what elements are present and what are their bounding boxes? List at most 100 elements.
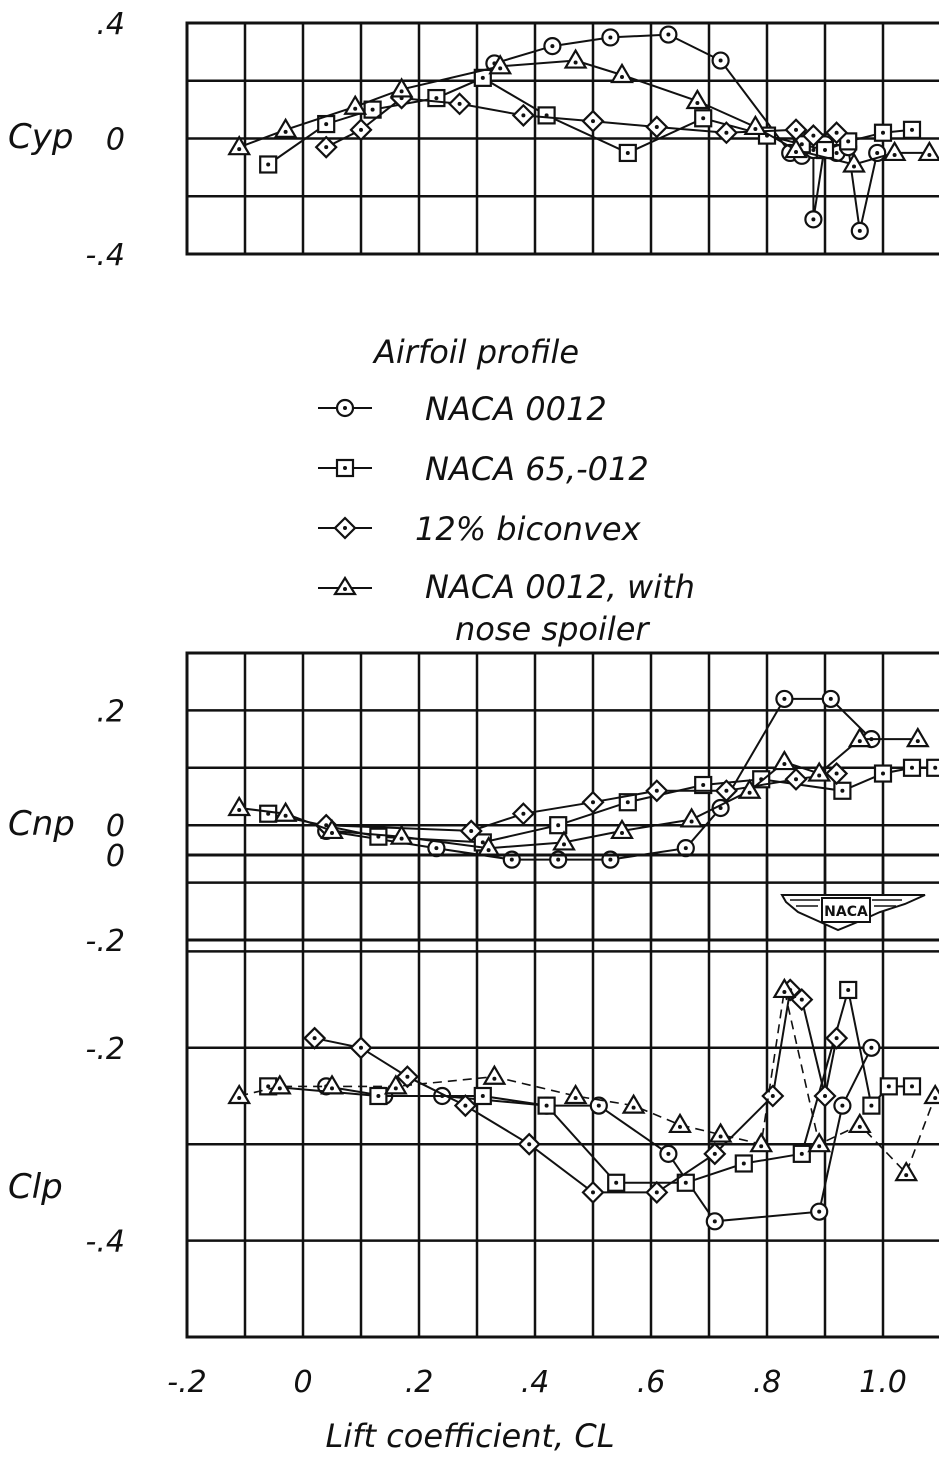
- data-point-triangle: [749, 1132, 774, 1153]
- data-point-triangle: [621, 1093, 646, 1114]
- data-point-center: [794, 127, 798, 132]
- data-point-center: [683, 846, 688, 851]
- data-point-center: [857, 228, 862, 233]
- series-naca-0012: [317, 1038, 881, 1231]
- naca-logo-badge: [821, 897, 871, 923]
- data-point-triangle: [273, 117, 298, 138]
- data-point-center: [712, 1219, 717, 1224]
- naca-logo-feather-lines: [790, 899, 902, 907]
- data-point-center: [823, 1094, 827, 1098]
- data-point-center: [741, 1161, 746, 1166]
- data-point-center: [480, 75, 485, 80]
- data-point-center: [620, 830, 624, 835]
- series-12-biconvex: [314, 761, 849, 843]
- data-point-triangle: [610, 62, 634, 84]
- data-point-center: [904, 1173, 909, 1178]
- data-point-center: [666, 1151, 671, 1156]
- data-point-center: [794, 777, 798, 782]
- data-point-triangle: [383, 1074, 408, 1095]
- data-point-center: [591, 119, 595, 124]
- y-tick-label: .2: [96, 694, 125, 729]
- data-point-triangle: [842, 152, 866, 173]
- data-point-center: [834, 130, 839, 135]
- data-point-center: [718, 805, 723, 810]
- data-point-triangle: [772, 977, 797, 999]
- data-point-center: [393, 1086, 398, 1091]
- data-point-center: [509, 857, 514, 862]
- data-point-center: [881, 130, 885, 135]
- data-point-center: [683, 1180, 688, 1185]
- data-point-center: [857, 1124, 862, 1129]
- data-point-triangle: [668, 1112, 692, 1134]
- legend-marker-square-dot: [343, 466, 347, 470]
- data-point-center: [910, 765, 914, 770]
- data-point-triangle: [320, 1074, 344, 1095]
- data-point-triangle: [847, 1112, 872, 1134]
- data-point-center: [799, 142, 804, 147]
- data-point-center: [237, 1096, 242, 1100]
- data-point-center: [747, 790, 752, 795]
- data-point-center: [469, 828, 474, 833]
- data-point-center: [782, 989, 787, 994]
- data-point-center: [266, 811, 271, 816]
- legend-marker-triangle: [333, 575, 357, 596]
- data-point-center: [631, 1105, 636, 1110]
- naca-logo-text: NACA: [824, 904, 868, 920]
- data-point-center: [910, 127, 914, 132]
- legend-marker-triangle-dot: [343, 587, 347, 591]
- data-point-triangle: [743, 114, 768, 136]
- data-point-triangle: [563, 48, 588, 69]
- data-point-center: [521, 113, 526, 118]
- y-tick-label: -.4: [86, 238, 125, 273]
- data-point-triangle: [807, 761, 832, 782]
- data-point-center: [666, 32, 671, 37]
- data-point-center: [910, 1084, 914, 1089]
- data-point-center: [834, 150, 839, 155]
- data-point-triangle: [923, 1083, 939, 1105]
- series-line-naca-0012-with-nose-spoiler: [239, 738, 918, 850]
- cyp-panel: .4 0 -.4 Cyp: [8, 7, 939, 273]
- data-point-center: [823, 148, 827, 153]
- data-point-center: [573, 60, 578, 65]
- data-point-center: [266, 1084, 271, 1089]
- data-point-center: [330, 1086, 334, 1091]
- legend-label-nose-spoiler-1: NACA 0012, with: [425, 568, 695, 606]
- data-point-center: [892, 152, 897, 157]
- data-point-triangle: [917, 140, 939, 162]
- data-point-center: [654, 788, 659, 793]
- data-point-center: [324, 122, 329, 127]
- data-point-center: [701, 783, 706, 788]
- data-point-center: [689, 819, 694, 824]
- data-point-center: [562, 842, 566, 847]
- data-point-center: [852, 164, 856, 169]
- data-point-center: [625, 150, 630, 155]
- y-tick-label: -.2: [86, 1032, 125, 1067]
- data-point-center: [933, 765, 938, 770]
- data-point-center: [869, 1045, 874, 1050]
- data-point-center: [759, 1144, 764, 1149]
- data-point-center: [399, 89, 404, 94]
- plot-frame: [185, 651, 939, 942]
- data-point-triangle: [807, 1132, 832, 1153]
- data-point-center: [544, 1103, 549, 1108]
- data-point-center: [654, 1190, 659, 1195]
- data-point-triangle: [679, 807, 704, 828]
- data-point-triangle: [482, 1064, 507, 1085]
- data-point-center: [550, 44, 555, 49]
- data-point-center: [405, 1074, 410, 1079]
- legend-label-naca-0012: NACA 0012: [425, 390, 607, 428]
- data-point-center: [701, 116, 706, 121]
- clp-panel: 0 -.2 -.4 Clp -.2 0 .2 .4 .6 .8 1.0 Lift coefficien…: [8, 839, 939, 1455]
- data-point-center: [695, 100, 700, 105]
- data-point-center: [846, 139, 851, 144]
- plot-frame: [185, 853, 939, 1339]
- data-point-center: [596, 1103, 601, 1108]
- y-tick-label: 0: [106, 123, 125, 158]
- data-point-triangle: [737, 778, 762, 799]
- data-point-center: [840, 788, 845, 793]
- y-axis-label: Cnp: [8, 804, 75, 844]
- data-point-center: [799, 997, 804, 1002]
- x-tick-label: .2: [405, 1365, 434, 1400]
- legend-entry-naca-0012: NACA 0012: [318, 390, 607, 428]
- data-point-center: [834, 771, 839, 776]
